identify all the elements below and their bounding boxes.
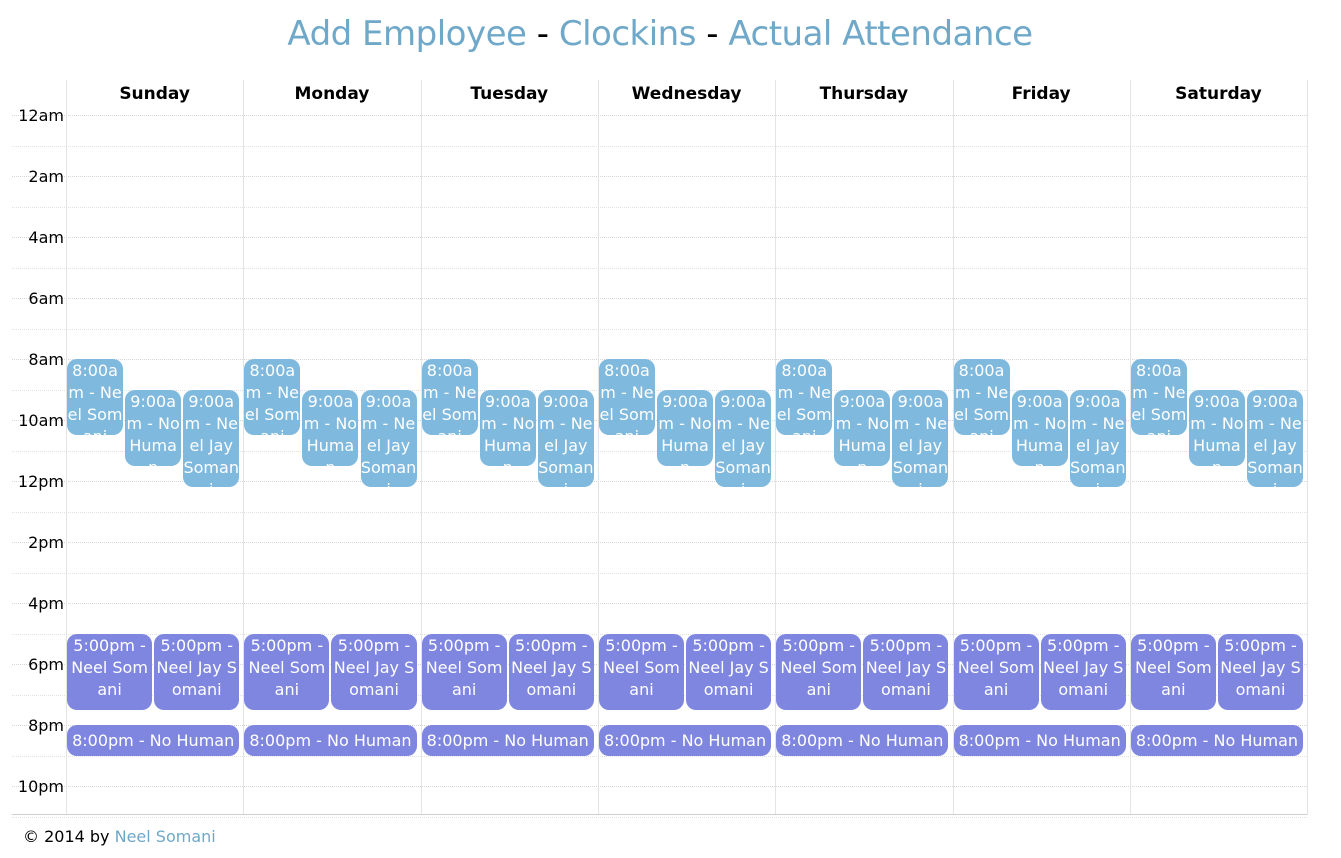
clockin-event[interactable]: 5:00pm - Neel Jay Somani [331,633,417,710]
calendar-bottom-border [12,814,1307,815]
time-label-12pm: 12pm [17,472,64,491]
clockin-event[interactable]: 8:00pm - No Human [421,725,594,756]
weekly-calendar: Sunday Monday Tuesday Wednesday Thursday Frid… [12,80,1309,818]
time-label-8pm: 8pm [28,716,64,735]
clockin-event[interactable]: 9:00am - Neel Jay Somani [892,389,949,488]
clockin-event[interactable]: 9:00am - No Human [657,389,714,466]
day-column-divider [420,80,422,815]
clockin-event[interactable]: 8:00pm - No Human [67,725,240,756]
hour-grid-line [12,755,1307,757]
clockin-event[interactable]: 9:00am - No Human [834,389,891,466]
clockin-event[interactable]: 8:00pm - No Human [1130,725,1304,756]
clockin-event[interactable]: 5:00pm - Neel Somani [244,633,330,710]
clockin-event[interactable]: 5:00pm - Neel Jay Somani [508,633,594,710]
day-column-divider [1129,80,1131,815]
clockin-event[interactable]: 9:00am - No Human [1188,389,1245,466]
hour-grid-line [12,115,1307,116]
page-title: Add Employee - Clockins - Actual Attenda… [0,14,1320,54]
clockin-event[interactable]: 8:00pm - No Human [598,725,772,756]
clockin-event[interactable]: 5:00pm - Neel Jay Somani [1040,633,1126,710]
clockin-event[interactable]: 5:00pm - Neel Somani [1130,633,1216,710]
time-label-4pm: 4pm [28,594,64,613]
clockin-event[interactable]: 5:00pm - Neel Jay Somani [154,633,240,710]
day-column-divider [1307,80,1309,815]
title-separator: - [536,14,549,54]
clockins-link[interactable]: Clockins [558,14,697,54]
clockin-event[interactable]: 9:00am - Neel Jay Somani [183,389,240,488]
copyright-text: © 2014 by [23,827,110,846]
hour-grid-line [12,481,1307,482]
time-label-10pm: 10pm [17,777,64,796]
clockin-event[interactable]: 9:00am - No Human [302,389,359,466]
title-separator: - [706,14,719,54]
clockin-event[interactable]: 9:00am - No Human [479,389,536,466]
clockin-event[interactable]: 5:00pm - Neel Jay Somani [863,633,949,710]
clockin-event[interactable]: 8:00am - Neel Somani [421,359,478,436]
time-label-12am: 12am [18,106,64,125]
day-header-saturday: Saturday [1175,84,1262,104]
hour-grid-line [12,511,1307,513]
clockin-event[interactable]: 8:00am - Neel Somani [244,359,301,436]
hour-grid-line [12,176,1307,177]
hour-grid-line [12,359,1307,360]
day-header-monday: Monday [294,84,370,104]
clockin-event[interactable]: 9:00am - Neel Jay Somani [1247,389,1304,488]
hour-grid-line [12,298,1307,299]
day-column-divider [775,80,777,815]
clockin-event[interactable]: 9:00am - Neel Jay Somani [1069,389,1126,488]
hour-grid-line [12,542,1307,543]
author-link[interactable]: Neel Somani [114,827,216,846]
day-column-divider [597,80,599,815]
clockin-event[interactable]: 5:00pm - Neel Somani [598,633,685,710]
hour-grid-line [12,389,1307,391]
clockin-event[interactable]: 5:00pm - Neel Somani [953,633,1039,710]
clockin-event[interactable]: 9:00am - No Human [1011,389,1068,466]
clockin-event[interactable]: 8:00pm - No Human [776,725,949,756]
time-label-6am: 6am [28,289,64,308]
time-label-2am: 2am [28,167,64,186]
day-header-friday: Friday [1011,84,1071,104]
hour-grid-line [12,145,1307,147]
day-column-divider [952,80,954,815]
clockin-event[interactable]: 8:00pm - No Human [953,725,1126,756]
hour-grid-line [12,572,1307,574]
hour-grid-line [12,816,1307,818]
clockin-event[interactable]: 9:00am - Neel Jay Somani [715,389,772,488]
clockin-event[interactable]: 9:00am - Neel Jay Somani [537,389,594,488]
day-header-thursday: Thursday [819,84,909,104]
hour-grid-line [12,328,1307,330]
clockin-event[interactable]: 8:00am - Neel Somani [598,359,655,436]
hour-grid-line [12,267,1307,269]
add-employee-link[interactable]: Add Employee [287,14,527,54]
hour-grid-line [12,786,1307,787]
clockin-event[interactable]: 8:00am - Neel Somani [67,359,124,436]
clockin-event[interactable]: 5:00pm - Neel Jay Somani [686,633,772,710]
hour-grid-line [12,237,1307,238]
clockin-event[interactable]: 8:00am - Neel Somani [776,359,833,436]
hour-grid-line [12,206,1307,208]
clockin-event[interactable]: 8:00pm - No Human [244,725,417,756]
clockin-event[interactable]: 8:00am - Neel Somani [953,359,1010,436]
clockin-event[interactable]: 5:00pm - Neel Somani [776,633,862,710]
clockin-event[interactable]: 9:00am - No Human [125,389,182,466]
time-label-6pm: 6pm [28,655,64,674]
clockin-event[interactable]: 5:00pm - Neel Somani [421,633,507,710]
clockin-event[interactable]: 8:00am - Neel Somani [1130,359,1187,436]
footer: © 2014 by Neel Somani [23,827,216,846]
clockin-event[interactable]: 5:00pm - Neel Somani [67,633,153,710]
day-column-divider [243,80,245,815]
time-label-2pm: 2pm [28,533,64,552]
actual-attendance-link[interactable]: Actual Attendance [728,14,1033,54]
hour-grid-line [12,603,1307,604]
day-header-tuesday: Tuesday [470,84,549,104]
time-label-4am: 4am [28,228,64,247]
time-label-10am: 10am [18,411,64,430]
day-header-sunday: Sunday [119,84,190,104]
day-column-divider [66,80,67,815]
clockin-event[interactable]: 5:00pm - Neel Jay Somani [1217,633,1304,710]
day-header-wednesday: Wednesday [631,84,742,104]
time-label-8am: 8am [28,350,64,369]
clockin-event[interactable]: 9:00am - Neel Jay Somani [360,389,417,488]
